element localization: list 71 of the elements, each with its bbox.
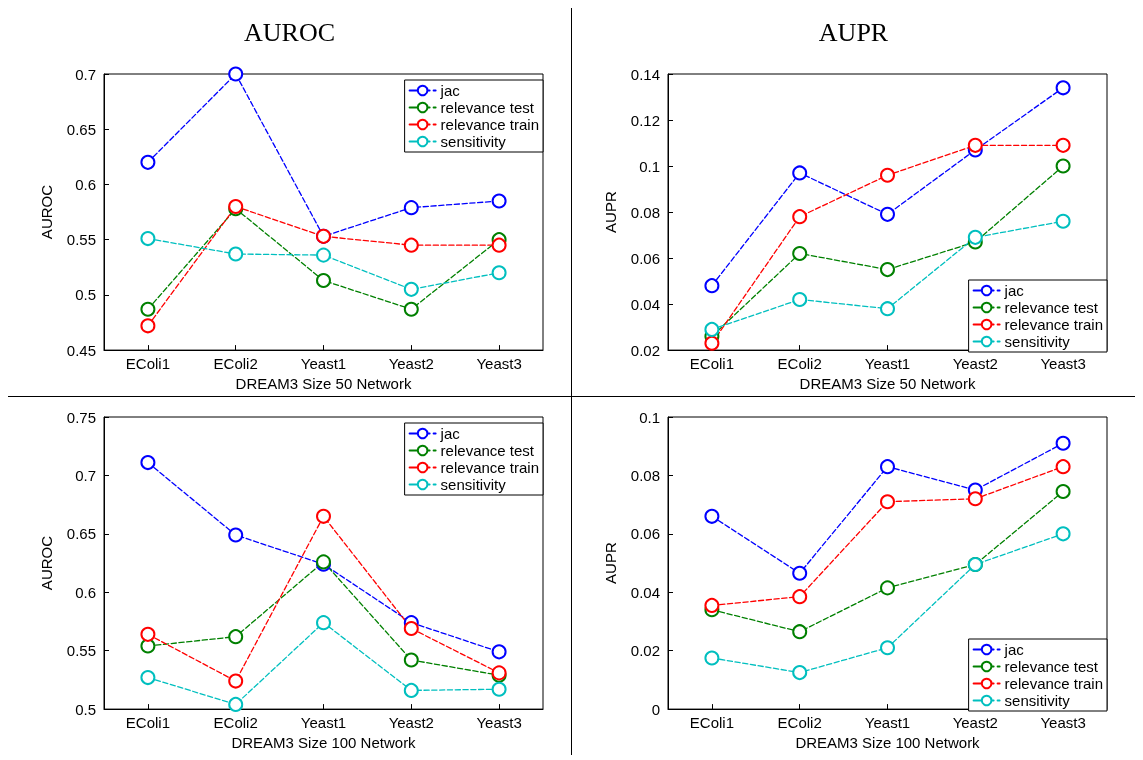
legend-label: sensitivity bbox=[440, 133, 507, 150]
y-tick-label: 0.7 bbox=[75, 466, 96, 484]
y-axis-title: AUROC bbox=[38, 535, 55, 591]
legend-label: relevance train bbox=[440, 116, 539, 133]
legend-label: relevance train bbox=[1004, 316, 1103, 333]
y-tick-label: 0.75 bbox=[66, 408, 96, 426]
x-tick-label: Yeast1 bbox=[300, 355, 347, 373]
x-tick-label: Yeast2 bbox=[388, 355, 434, 373]
x-tick-label: Yeast2 bbox=[952, 714, 998, 732]
y-tick-label: 0.12 bbox=[630, 111, 660, 129]
y-tick-label: 0.6 bbox=[75, 175, 96, 193]
y-tick-label: 0.5 bbox=[75, 286, 96, 304]
y-tick-label: 0.08 bbox=[630, 203, 660, 221]
x-tick-label: Yeast3 bbox=[476, 355, 522, 373]
x-tick-label: EColi1 bbox=[689, 355, 734, 373]
x-tick-label: EColi2 bbox=[213, 714, 258, 732]
x-axis-title: DREAM3 Size 100 Network bbox=[795, 734, 981, 751]
y-tick-label: 0.02 bbox=[630, 642, 660, 660]
y-tick-label: 0.08 bbox=[630, 466, 660, 484]
x-tick-label: Yeast3 bbox=[1040, 355, 1086, 373]
x-tick-label: Yeast1 bbox=[300, 714, 347, 732]
y-axis-title: AUROC bbox=[38, 184, 55, 240]
legend-label: sensitivity bbox=[440, 476, 507, 493]
y-tick-label: 0.6 bbox=[75, 583, 96, 601]
x-tick-label: Yeast1 bbox=[864, 355, 911, 373]
x-tick-label: EColi1 bbox=[125, 714, 170, 732]
chart-title: AUPR bbox=[818, 17, 889, 47]
y-tick-label: 0.1 bbox=[639, 157, 660, 175]
y-tick-label: 0.02 bbox=[630, 341, 660, 359]
x-tick-label: EColi1 bbox=[125, 355, 170, 373]
x-tick-label: Yeast3 bbox=[1040, 714, 1086, 732]
y-tick-label: 0 bbox=[651, 700, 660, 718]
x-axis-title: DREAM3 Size 100 Network bbox=[231, 734, 417, 751]
legend-label: jac bbox=[1003, 641, 1025, 658]
y-tick-label: 0.7 bbox=[75, 65, 96, 83]
y-tick-label: 0.06 bbox=[630, 249, 660, 267]
legend-label: relevance test bbox=[1004, 299, 1099, 316]
legend-label: sensitivity bbox=[1004, 692, 1071, 709]
y-tick-label: 0.04 bbox=[630, 295, 660, 313]
legend-label: jac bbox=[439, 425, 461, 442]
y-tick-label: 0.55 bbox=[66, 231, 96, 249]
y-tick-label: 0.04 bbox=[630, 583, 660, 601]
y-tick-label: 0.1 bbox=[639, 408, 660, 426]
y-axis-title: AUPR bbox=[602, 542, 619, 584]
legend-label: relevance train bbox=[440, 459, 539, 476]
x-tick-label: EColi2 bbox=[777, 714, 822, 732]
y-axis-title: AUPR bbox=[602, 191, 619, 233]
x-tick-label: Yeast2 bbox=[952, 355, 998, 373]
x-tick-label: EColi1 bbox=[689, 714, 734, 732]
chart-title: AUROC bbox=[243, 17, 336, 47]
x-axis-title: DREAM3 Size 50 Network bbox=[799, 375, 976, 392]
y-tick-label: 0.65 bbox=[66, 120, 96, 138]
legend-label: jac bbox=[1003, 282, 1025, 299]
x-tick-label: EColi2 bbox=[777, 355, 822, 373]
legend-label: relevance test bbox=[1004, 658, 1099, 675]
y-tick-label: 0.65 bbox=[66, 525, 96, 543]
x-axis-title: DREAM3 Size 50 Network bbox=[235, 375, 412, 392]
x-tick-label: EColi2 bbox=[213, 355, 258, 373]
y-tick-label: 0.5 bbox=[75, 700, 96, 718]
legend-label: jac bbox=[439, 82, 461, 99]
y-tick-label: 0.45 bbox=[66, 341, 96, 359]
legend-label: relevance train bbox=[1004, 675, 1103, 692]
x-tick-label: Yeast1 bbox=[864, 714, 911, 732]
y-tick-label: 0.55 bbox=[66, 642, 96, 660]
y-tick-label: 0.14 bbox=[630, 65, 660, 83]
x-tick-label: Yeast3 bbox=[476, 714, 522, 732]
x-tick-label: Yeast2 bbox=[388, 714, 434, 732]
legend-label: sensitivity bbox=[1004, 333, 1071, 350]
y-tick-label: 0.06 bbox=[630, 525, 660, 543]
legend-label: relevance test bbox=[440, 99, 535, 116]
legend-label: relevance test bbox=[440, 442, 535, 459]
